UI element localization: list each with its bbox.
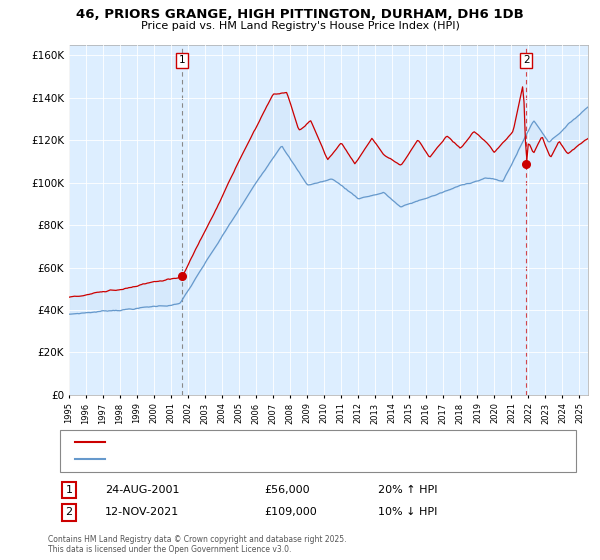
Text: Contains HM Land Registry data © Crown copyright and database right 2025.
This d: Contains HM Land Registry data © Crown c… xyxy=(48,535,347,554)
Text: 2: 2 xyxy=(65,507,73,517)
Text: 46, PRIORS GRANGE, HIGH PITTINGTON, DURHAM, DH6 1DB (semi-detached house): 46, PRIORS GRANGE, HIGH PITTINGTON, DURH… xyxy=(111,438,507,447)
Text: 20% ↑ HPI: 20% ↑ HPI xyxy=(378,485,437,495)
Text: £56,000: £56,000 xyxy=(264,485,310,495)
Text: £109,000: £109,000 xyxy=(264,507,317,517)
Text: HPI: Average price, semi-detached house, County Durham: HPI: Average price, semi-detached house,… xyxy=(111,455,388,464)
Text: 46, PRIORS GRANGE, HIGH PITTINGTON, DURHAM, DH6 1DB: 46, PRIORS GRANGE, HIGH PITTINGTON, DURH… xyxy=(76,8,524,21)
Text: 24-AUG-2001: 24-AUG-2001 xyxy=(105,485,179,495)
Text: Price paid vs. HM Land Registry's House Price Index (HPI): Price paid vs. HM Land Registry's House … xyxy=(140,21,460,31)
Text: 2: 2 xyxy=(523,55,530,66)
Text: 10% ↓ HPI: 10% ↓ HPI xyxy=(378,507,437,517)
Text: 12-NOV-2021: 12-NOV-2021 xyxy=(105,507,179,517)
Text: 1: 1 xyxy=(179,55,185,66)
Text: 1: 1 xyxy=(65,485,73,495)
